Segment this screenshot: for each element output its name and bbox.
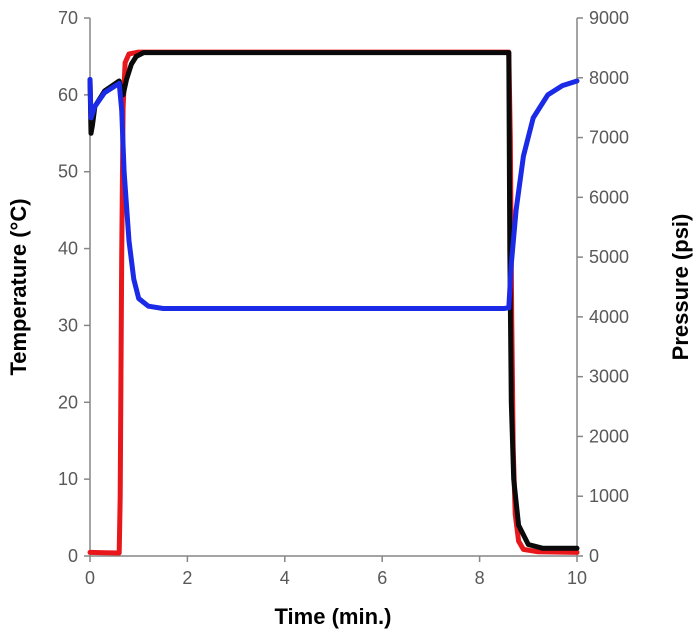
right-y-tick-label: 0 — [589, 546, 599, 566]
x-tick-label: 2 — [182, 568, 192, 588]
right-y-tick-label: 4000 — [589, 307, 629, 327]
right-y-tick-label: 3000 — [589, 367, 629, 387]
x-tick-label: 8 — [475, 568, 485, 588]
left-y-tick-label: 0 — [68, 546, 78, 566]
right-y-tick-label: 8000 — [589, 68, 629, 88]
series-line-2 — [87, 77, 580, 311]
right-y-tick-label: 5000 — [589, 247, 629, 267]
series-line-1 — [87, 50, 580, 551]
right-y-axis-title: Pressure (psi) — [668, 214, 693, 361]
x-tick-label: 10 — [567, 568, 587, 588]
right-y-tick-label: 6000 — [589, 187, 629, 207]
series-line-0 — [87, 49, 580, 556]
left-y-tick-label: 70 — [58, 8, 78, 28]
right-y-tick-label: 2000 — [589, 426, 629, 446]
left-y-axis-title: Temperature (°C) — [6, 198, 31, 375]
x-axis-title: Time (min.) — [275, 604, 392, 629]
data-series — [87, 49, 580, 556]
x-tick-label: 0 — [85, 568, 95, 588]
ticks: 0 2 4 6 8 10010203040506070010002000300040005… — [58, 8, 629, 588]
right-y-tick-label: 1000 — [589, 486, 629, 506]
left-y-tick-label: 20 — [58, 392, 78, 412]
right-y-tick-label: 7000 — [589, 128, 629, 148]
right-y-tick-label: 9000 — [589, 8, 629, 28]
x-tick-label: 4 — [280, 568, 290, 588]
left-y-tick-label: 50 — [58, 162, 78, 182]
left-y-tick-label: 40 — [58, 239, 78, 259]
axes — [89, 18, 578, 557]
left-y-tick-label: 10 — [58, 469, 78, 489]
x-tick-label: 6 — [377, 568, 387, 588]
left-y-tick-label: 30 — [58, 315, 78, 335]
left-y-tick-label: 60 — [58, 85, 78, 105]
